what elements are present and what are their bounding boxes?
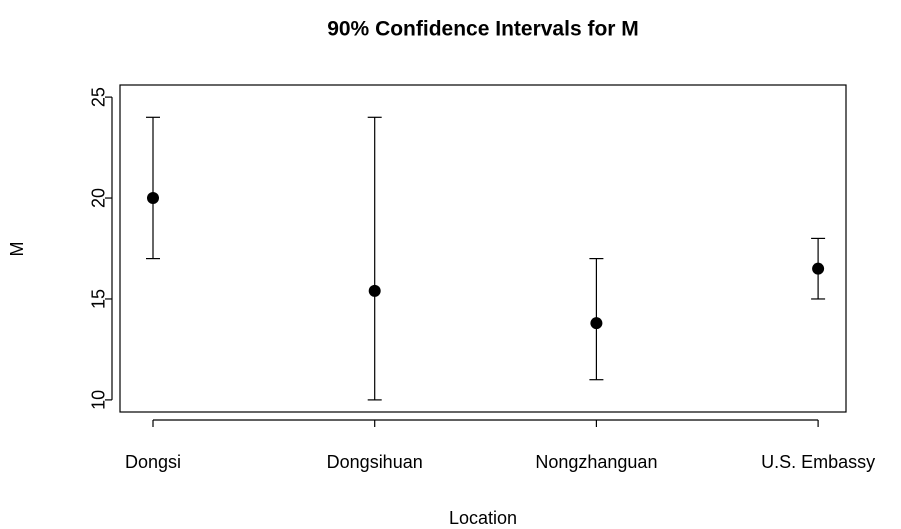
point <box>368 284 381 297</box>
point <box>590 317 603 330</box>
y-tick-label: 15 <box>89 289 109 309</box>
point <box>147 192 159 205</box>
y-tick-label: 20 <box>89 188 109 208</box>
point <box>812 262 825 275</box>
y-tick-label: 10 <box>89 390 109 410</box>
x-tick-label: Dongsi <box>125 452 181 472</box>
x-tick-label: U.S. Embassy <box>761 452 875 472</box>
y-axis-label: M <box>7 242 27 257</box>
x-axis-label: Location <box>449 508 517 528</box>
x-tick-label: Nongzhanguan <box>535 452 657 472</box>
chart-title: 90% Confidence Intervals for M <box>327 18 639 41</box>
y-tick-label: 25 <box>89 87 109 107</box>
x-tick-label: Dongsihuan <box>327 452 423 472</box>
plot-box <box>119 84 847 413</box>
